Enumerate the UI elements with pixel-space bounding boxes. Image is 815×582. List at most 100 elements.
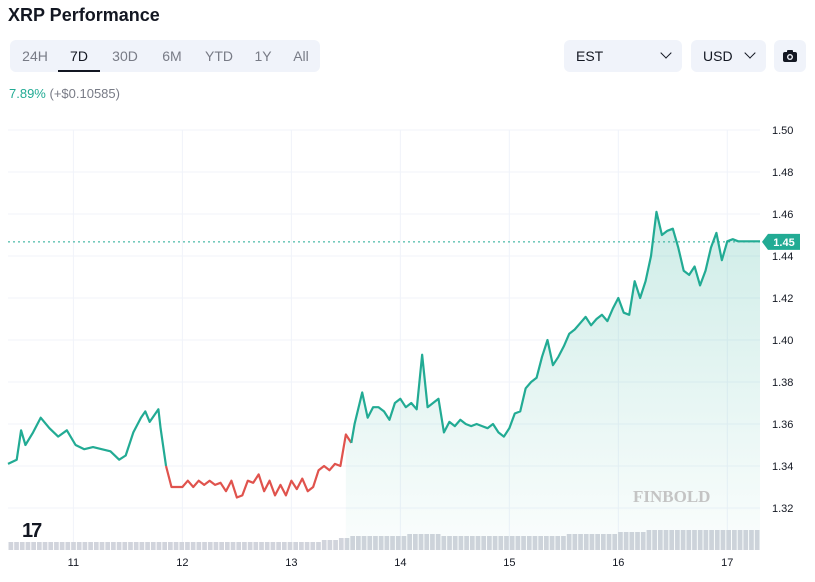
price-area [345, 211, 760, 550]
price-line [7, 408, 168, 467]
range-30d[interactable]: 30D [112, 48, 138, 64]
volume-bar [310, 542, 316, 550]
price-chart: 1.32 1.34 1.36 1.38 1.40 1.42 1.44 1.46 1.48 1.50… [7, 125, 800, 569]
volume-bar [76, 542, 82, 550]
volume-bar [185, 542, 190, 550]
volume-bar [259, 542, 264, 550]
x-tick-label: 17 [721, 557, 733, 569]
volume-bar [54, 542, 59, 550]
volume-bar [42, 542, 48, 550]
price-line [164, 433, 353, 499]
volume-bar [150, 542, 156, 550]
change-percent: 7.89% [9, 86, 46, 101]
x-tick-label: 11 [68, 557, 79, 569]
timezone-select[interactable]: EST [564, 40, 682, 72]
volume-bar [105, 542, 111, 550]
y-axis: 1.32 1.34 1.36 1.38 1.40 1.42 1.44 1.46 1.48 1.50 [772, 125, 793, 515]
change-absolute: (+$0.10585) [49, 86, 120, 101]
volume-bar [316, 542, 321, 550]
volume-bar [82, 542, 88, 550]
chevron-down-icon [744, 47, 756, 59]
y-tick-label: 1.42 [772, 293, 793, 305]
camera-icon [783, 50, 797, 62]
volume-bar [173, 542, 179, 550]
volume-bar [59, 542, 65, 550]
volume-bar [253, 542, 259, 550]
volume-bar [133, 542, 139, 550]
volume-bar [270, 542, 276, 550]
current-price-label: 1.45 [773, 237, 794, 249]
volume-bar [19, 542, 25, 550]
volume-bar [224, 542, 230, 550]
price-line [350, 210, 760, 444]
volume-bar [156, 542, 162, 550]
currency-value: USD [703, 48, 733, 64]
volume-bar [321, 540, 327, 550]
volume-bar [190, 542, 196, 550]
price-change: 7.89% (+$0.10585) [9, 86, 120, 101]
volume-bar [88, 542, 93, 550]
x-axis: 11 12 13 14 15 16 17 [68, 557, 734, 569]
volume-bar [299, 542, 304, 550]
volume-bar [281, 542, 287, 550]
volume-bar [14, 542, 19, 550]
y-tick-label: 1.38 [772, 377, 793, 389]
range-all[interactable]: All [293, 48, 309, 64]
volume-bar [139, 542, 145, 550]
volume-bar [230, 542, 236, 550]
current-price-tag [762, 233, 800, 250]
volume-bar [99, 542, 105, 550]
y-tick-label: 1.40 [772, 335, 793, 347]
x-tick-label: 15 [503, 557, 515, 569]
time-range-selector: 24H 7D 30D 6M YTD 1Y All [10, 40, 320, 72]
volume-bar [179, 542, 185, 550]
volume-bar [71, 542, 76, 550]
volume-bar [276, 542, 281, 550]
screenshot-button[interactable] [774, 40, 806, 72]
chevron-down-icon [660, 47, 672, 59]
price-area-fill [345, 211, 760, 550]
volume-bar [293, 542, 299, 550]
tradingview-logo: 17 [22, 520, 42, 542]
volume-bar [168, 542, 173, 550]
volume-bar [247, 542, 253, 550]
volume-bar [219, 542, 224, 550]
timezone-value: EST [576, 48, 604, 64]
volume-bar [122, 542, 128, 550]
volume-bar [25, 542, 31, 550]
x-tick-label: 13 [285, 557, 297, 569]
price-line-group [7, 210, 760, 499]
y-tick-label: 1.36 [772, 419, 793, 431]
volume-bar [111, 542, 116, 550]
range-ytd[interactable]: YTD [205, 48, 233, 64]
volume-bar [202, 542, 207, 550]
range-24h[interactable]: 24H [22, 48, 48, 64]
y-tick-label: 1.48 [772, 167, 793, 179]
volume-bar [304, 542, 310, 550]
currency-select[interactable]: USD [691, 40, 766, 72]
y-tick-label: 1.50 [772, 125, 793, 137]
volume-bar [236, 542, 242, 550]
page-title: XRP Performance [8, 5, 160, 25]
volume-bar [8, 542, 14, 550]
range-7d[interactable]: 7D [58, 40, 100, 72]
watermark: FINBOLD [633, 487, 710, 506]
volume-bar [31, 542, 36, 550]
y-tick-label: 1.46 [772, 209, 793, 221]
volume-bar [264, 542, 270, 550]
current-price-badge: 1.45 [8, 233, 800, 250]
volume-bar [196, 542, 202, 550]
volume-bar [213, 542, 219, 550]
range-6m[interactable]: 6M [162, 48, 182, 64]
volume-bar [128, 542, 133, 550]
volume-bar [287, 542, 293, 550]
y-tick-label: 1.32 [772, 503, 793, 515]
range-1y[interactable]: 1Y [254, 48, 272, 64]
volume-bar [162, 542, 168, 550]
x-tick-label: 12 [176, 557, 188, 569]
volume-bar [93, 542, 99, 550]
volume-bar [116, 542, 122, 550]
volume-bar [242, 542, 247, 550]
y-tick-label: 1.34 [772, 461, 793, 473]
x-tick-label: 16 [612, 557, 624, 569]
